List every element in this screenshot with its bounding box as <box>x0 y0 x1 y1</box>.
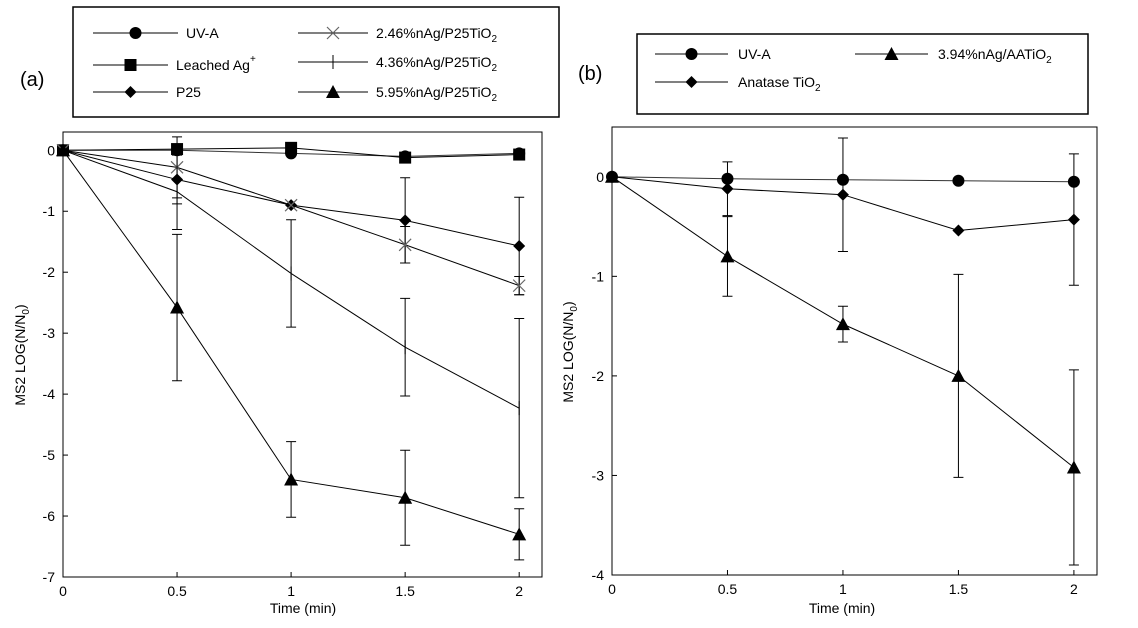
panel-b-series-diamond-point <box>952 224 965 237</box>
panel-b-plot-area <box>611 126 1098 576</box>
panel-a-series-triangle-point <box>56 143 70 157</box>
panel-b-y-tick-label: -3 <box>592 467 605 483</box>
panel-a-y-tick-label: -3 <box>43 325 56 341</box>
panel-a-legend-item-x: 2.46%nAg/P25TiO2 <box>298 25 497 45</box>
panel-a-legend-item-triangle-label: 5.95%nAg/P25TiO2 <box>376 84 497 104</box>
panel-b-legend-item-triangle: 3.94%nAg/AATiO2 <box>855 46 1052 66</box>
panel-a-y-tick-label: -6 <box>43 508 56 524</box>
panel-b-y-axis-title-close: ) <box>560 301 576 306</box>
panel-a-chart: (a) 0 0.5 1 1.5 2 0 -1 -2 -3 -4 -5 -6 -7 UV-A Leached… <box>12 6 560 616</box>
panel-b-y-tick-label: 0 <box>596 169 604 185</box>
panel-b-series-diamond-point <box>836 188 849 201</box>
panel-a-x-tick-label: 2 <box>515 583 523 599</box>
panel-a-series-triangle <box>56 143 527 561</box>
panel-b-legend-item-circle-marker <box>685 48 698 60</box>
panel-a-y-tick-label: -1 <box>43 203 56 219</box>
panel-b-y-tick-label: -2 <box>592 368 605 384</box>
panel-a-series-x-point <box>284 198 298 212</box>
panel-b-y-axis-title-sub: 0 <box>569 306 580 312</box>
panel-b-legend-item-circle-label: UV-A <box>738 46 771 62</box>
panel-b-series-triangle-point <box>720 249 735 263</box>
panel-a-y-axis-title: MS2 LOG(N/N0) <box>12 304 32 405</box>
panel-b-label: (b) <box>578 63 602 85</box>
panel-a-x-axis-title: Time (min) <box>270 600 336 616</box>
panel-a-series-triangle-point <box>284 472 299 486</box>
panel-b-series-triangle-point <box>951 368 966 382</box>
panel-a-legend-item-diamond-label: P25 <box>176 84 201 100</box>
panel-b-series-diamond-point <box>1067 213 1080 226</box>
panel-b-chart: (b) 0 0.5 1 1.5 2 0 -1 -2 -3 -4 UV-A 3.94%nAg/AATi… <box>560 33 1098 616</box>
panel-a-legend-item-triangle: 5.95%nAg/P25TiO2 <box>298 84 497 104</box>
panel-b-series-triangle-point <box>605 169 619 183</box>
panel-a-legend-item-x-label: 2.46%nAg/P25TiO2 <box>376 25 497 45</box>
panel-a-series-plus <box>62 143 525 499</box>
panel-b-legend-item-circle: UV-A <box>655 46 771 62</box>
panel-a-legend-item-square-marker <box>124 59 137 71</box>
panel-a-legend-item-triangle-marker <box>326 85 340 98</box>
panel-b-legend-item-diamond-marker <box>685 76 698 88</box>
panel-b-y-axis-title: MS2 LOG(N/N0) <box>560 301 580 402</box>
panel-a-series-x-point <box>512 279 526 293</box>
panel-b-series-triangle-point <box>835 317 850 331</box>
panel-a-legend-item-circle-label: UV-A <box>186 25 219 41</box>
panel-a-legend-item-square-label: Leached Ag+ <box>176 54 256 73</box>
panel-a-legend-item-diamond: P25 <box>93 84 201 100</box>
panel-a-series-triangle-point <box>512 527 527 541</box>
panel-a-series-x-point <box>398 238 412 252</box>
panel-b-legend-item-triangle-label: 3.94%nAg/AATiO2 <box>938 46 1052 66</box>
panel-a-series-triangle-point <box>398 490 413 504</box>
panel-a-legend-item-square: Leached Ag+ <box>93 54 256 73</box>
panel-b-legend-item-diamond-label: Anatase TiO2 <box>738 74 821 94</box>
panel-b-x-tick-label: 1.5 <box>949 581 969 597</box>
panel-a-y-tick-label: 0 <box>47 142 55 158</box>
panel-a-series-square-point <box>399 151 412 164</box>
panel-b-y-tick-label: -1 <box>592 268 605 284</box>
panel-a-series-square-point <box>285 141 298 154</box>
panel-a-plot-area <box>62 131 543 578</box>
panel-a-legend-item-circle: UV-A <box>93 25 219 41</box>
panel-a-x-tick-label: 1 <box>287 583 295 599</box>
panel-b-series-diamond-point <box>721 182 734 195</box>
panel-a-legend-item-diamond-marker <box>124 86 137 98</box>
panel-a-y-axis-title-close: ) <box>12 304 28 309</box>
panel-b-x-tick-label: 2 <box>1070 581 1078 597</box>
panel-a-series-diamond-point <box>513 239 526 252</box>
panel-a-series-diamond-point <box>399 214 412 227</box>
panel-a-y-tick-label: -5 <box>43 447 56 463</box>
panel-a-legend-item-plus: 4.36%nAg/P25TiO2 <box>298 54 497 74</box>
panel-a-x-tick-label: 0 <box>59 583 67 599</box>
panel-a-legend-item-circle-marker <box>129 27 142 39</box>
panel-b-x-tick-label: 0 <box>608 581 616 597</box>
panel-a-legend-item-x-marker <box>326 26 340 40</box>
panel-a-y-tick-label: -7 <box>43 569 56 585</box>
panel-b-legend-box <box>636 33 1089 115</box>
panel-b-x-tick-label: 1 <box>839 581 847 597</box>
panel-b-series-triangle-point <box>1066 460 1081 474</box>
panel-b-y-axis-title-text: MS2 LOG(N/N <box>560 312 576 403</box>
panel-b-series-diamond <box>606 137 1080 286</box>
panel-b-y-tick-label: -4 <box>592 567 605 583</box>
panel-a-y-axis-title-text: MS2 LOG(N/N <box>12 315 28 406</box>
panel-a-series-square-point <box>513 148 526 161</box>
panel-b-series-circle-point <box>952 174 965 187</box>
panel-a-x-tick-label: 0.5 <box>167 583 187 599</box>
panel-a-y-axis-title-sub: 0 <box>21 309 32 315</box>
panel-a-label: (a) <box>20 69 44 91</box>
panel-a-x-tick-label: 1.5 <box>395 583 415 599</box>
panel-b-legend-item-diamond: Anatase TiO2 <box>655 74 821 94</box>
panel-b-series-triangle <box>605 169 1081 566</box>
panel-a-series-triangle-point <box>170 300 185 314</box>
panel-a-legend-item-plus-label: 4.36%nAg/P25TiO2 <box>376 54 497 74</box>
panel-b-legend-item-triangle-marker <box>884 47 899 60</box>
panel-b-x-tick-label: 0.5 <box>718 581 738 597</box>
panel-a-y-tick-label: -2 <box>43 264 56 280</box>
panel-b-x-axis-title: Time (min) <box>809 600 875 616</box>
panel-a-y-tick-label: -4 <box>43 386 56 402</box>
